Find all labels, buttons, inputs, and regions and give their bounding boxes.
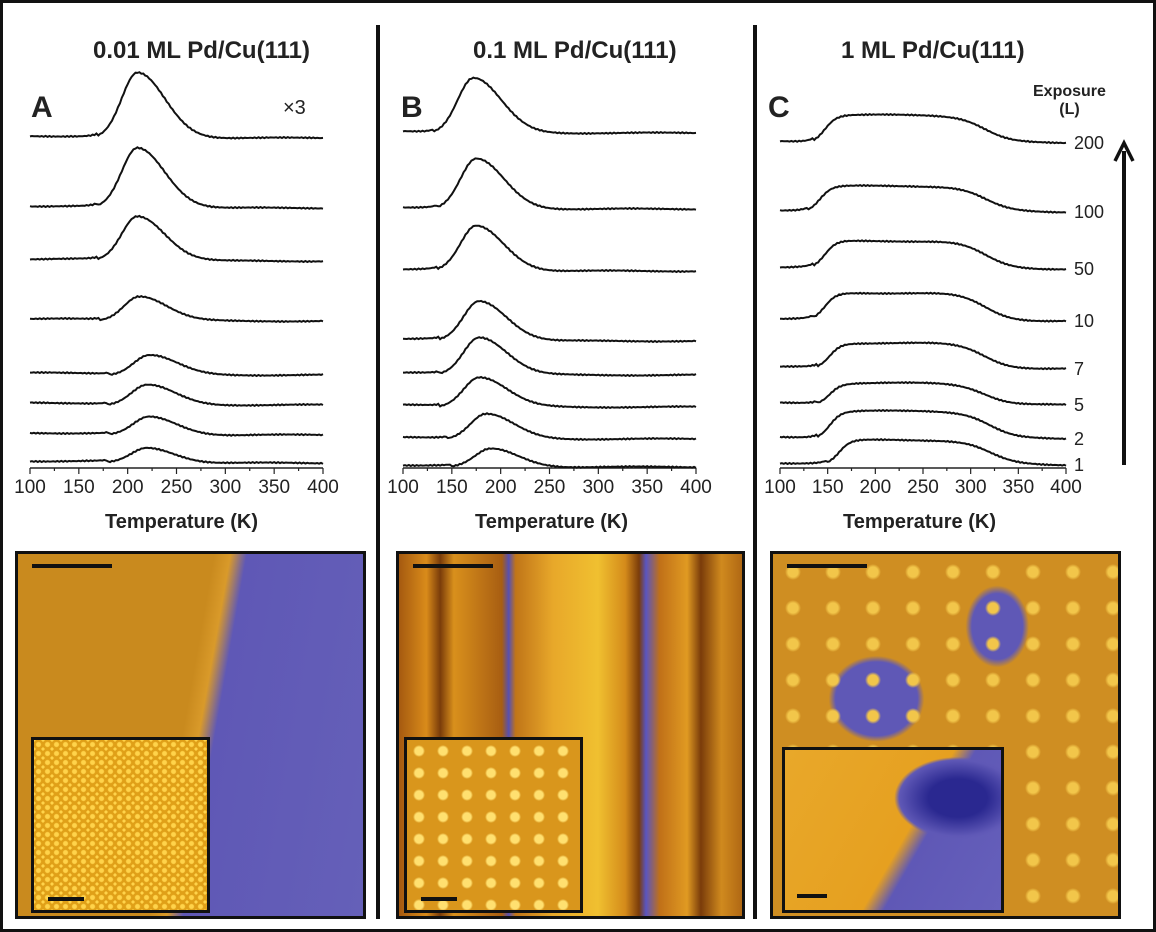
scale-bar <box>32 564 112 568</box>
panel-c-xlabel: Temperature (K) <box>843 511 996 533</box>
scale-bar <box>797 894 827 898</box>
panel-b-label: B <box>401 91 423 124</box>
panel-b-xlabel: Temperature (K) <box>475 511 628 533</box>
stm-image-a <box>15 551 366 919</box>
stm-inset-a <box>31 737 210 913</box>
exposure-legend: Exposure (L) <box>1033 83 1106 119</box>
exposure-value-label: 10 <box>1074 311 1094 331</box>
x-tick-label: 400 <box>1050 477 1082 498</box>
tpd-trace-100L <box>779 183 1067 214</box>
exposure-value-label: 200 <box>1074 133 1104 153</box>
panel-c-title: 1 ML Pd/Cu(111) <box>841 37 1025 64</box>
panel-divider <box>753 25 757 919</box>
stm-inset-c <box>782 747 1004 913</box>
tpd-trace-1L <box>779 437 1067 467</box>
tpd-trace-200L <box>29 71 324 140</box>
panel-b-title: 0.1 ML Pd/Cu(111) <box>473 37 677 64</box>
exposure-value-label: 100 <box>1074 202 1104 222</box>
tpd-trace-5L <box>402 375 697 410</box>
scale-note: ×3 <box>283 97 306 119</box>
tpd-trace-50L <box>402 224 697 274</box>
exposure-value-label: 7 <box>1074 359 1084 379</box>
scale-bar <box>48 897 84 901</box>
panel-a-label: A <box>31 91 53 124</box>
tpd-trace-200L <box>779 112 1067 145</box>
tpd-trace-200L <box>402 76 697 136</box>
tpd-trace-1L <box>29 446 324 465</box>
tpd-trace-10L <box>402 299 697 344</box>
exposure-label: Exposure <box>1033 83 1106 100</box>
tpd-trace-50L <box>779 239 1067 271</box>
x-tick-label: 400 <box>307 477 339 498</box>
x-tick-label: 250 <box>534 477 566 498</box>
tpd-plots: 100 150 200 250 300 350 400 100 150 200 250 300 350 4… <box>14 71 1135 498</box>
tpd-trace-100L <box>402 157 697 211</box>
tpd-trace-50L <box>29 214 324 264</box>
x-tick-label: 300 <box>209 477 241 498</box>
tpd-trace-7L <box>403 336 697 378</box>
tpd-trace-5L <box>29 383 324 408</box>
x-tick-label: 300 <box>955 477 987 498</box>
tpd-trace-7L <box>780 341 1067 371</box>
arrow-head-icon <box>1113 139 1135 162</box>
x-tick-label: 350 <box>258 477 290 498</box>
x-tick-label: 200 <box>112 477 144 498</box>
x-tick-label: 400 <box>680 477 712 498</box>
tpd-trace-10L <box>780 291 1067 323</box>
tpd-trace-10L <box>29 294 324 324</box>
tpd-trace-100L <box>29 146 324 210</box>
stm-inset-b <box>404 737 583 913</box>
panel-divider <box>376 25 380 919</box>
tpd-trace-2L <box>402 412 697 442</box>
x-tick-label: 100 <box>387 477 419 498</box>
x-tick-label: 200 <box>485 477 517 498</box>
exposure-value-label: 50 <box>1074 259 1094 279</box>
x-tick-label: 150 <box>812 477 844 498</box>
panel-c-label: C <box>768 91 790 124</box>
x-tick-label: 100 <box>764 477 796 498</box>
exposure-value-label: 2 <box>1074 429 1084 449</box>
stm-image-b <box>396 551 745 919</box>
x-tick-label: 350 <box>1002 477 1034 498</box>
panel-a-xlabel: Temperature (K) <box>105 511 258 533</box>
scale-bar <box>787 564 867 568</box>
x-tick-label: 150 <box>63 477 95 498</box>
scale-bar <box>421 897 457 901</box>
scale-bar <box>413 564 493 568</box>
x-tick-label: 100 <box>14 477 46 498</box>
x-tick-label: 200 <box>859 477 891 498</box>
x-tick-label: 350 <box>631 477 663 498</box>
tpd-trace-2L <box>29 415 324 437</box>
exposure-value-label: 1 <box>1074 455 1084 475</box>
tpd-trace-1L <box>402 447 697 469</box>
x-tick-label: 300 <box>582 477 614 498</box>
exposure-value-label: 5 <box>1074 395 1084 415</box>
panel-a-title: 0.01 ML Pd/Cu(111) <box>93 37 310 64</box>
tpd-trace-2L <box>779 408 1067 441</box>
exposure-unit: (L) <box>1059 101 1080 118</box>
x-tick-label: 250 <box>907 477 939 498</box>
tpd-trace-7L <box>30 353 324 378</box>
tpd-trace-5L <box>779 380 1067 406</box>
x-tick-label: 150 <box>436 477 468 498</box>
stm-image-c <box>770 551 1121 919</box>
x-tick-label: 250 <box>161 477 193 498</box>
